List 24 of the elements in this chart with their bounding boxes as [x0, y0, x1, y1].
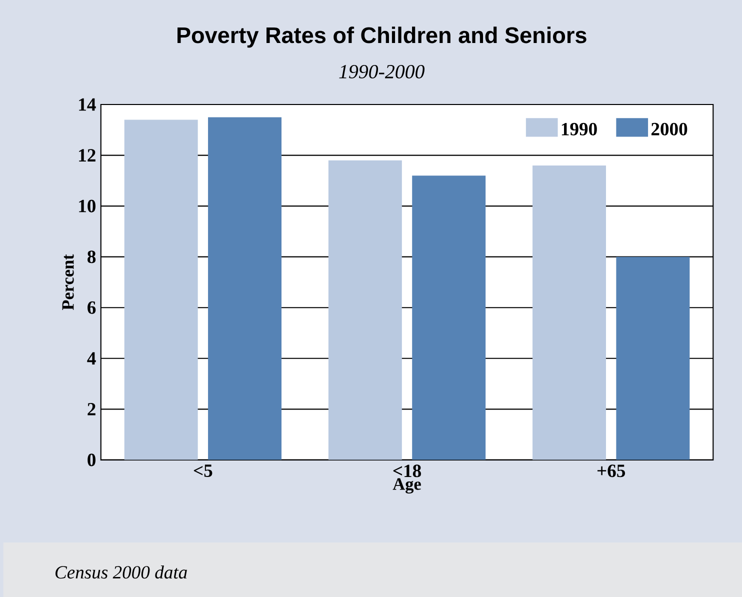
y-tick-label: 8 — [88, 250, 96, 263]
bar — [616, 256, 690, 460]
y-tick-label: 4 — [87, 352, 96, 364]
bar — [124, 120, 198, 460]
legend-label: 2000 — [651, 122, 688, 136]
y-tick-label: 6 — [88, 301, 96, 314]
x-axis-title: Age — [392, 478, 421, 494]
bar — [208, 117, 282, 460]
x-tick-label: <18 — [393, 464, 421, 478]
x-tick-label: <5 — [194, 464, 212, 477]
chart-subtitle: 1990-2000 — [339, 64, 425, 78]
y-tick-label: 10 — [79, 200, 96, 212]
y-axis-title: Percent — [62, 254, 74, 310]
text: Census 2000 data — [56, 565, 187, 578]
bar — [532, 165, 606, 460]
chart-title: Poverty Rates of Children and Seniors — [178, 26, 586, 48]
y-tick-label: 12 — [79, 148, 96, 162]
bar — [328, 160, 402, 460]
y-tick-label: 2 — [88, 402, 96, 416]
y-tick-label: 14 — [79, 98, 96, 111]
y-tick-label: 0 — [88, 453, 96, 466]
legend-label: 1990 — [562, 122, 597, 136]
x-tick-label: +65 — [597, 464, 626, 477]
bar — [412, 175, 486, 460]
